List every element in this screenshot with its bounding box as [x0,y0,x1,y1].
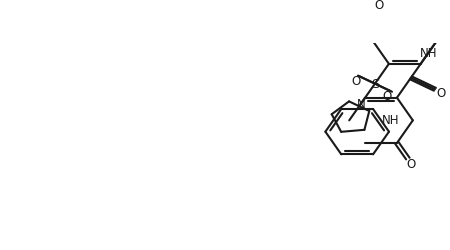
Text: O: O [436,86,446,99]
Text: O: O [374,0,384,12]
Text: O: O [352,75,361,88]
Text: O: O [407,158,416,170]
Text: N: N [357,98,365,110]
Text: S: S [371,78,379,91]
Text: NH: NH [420,47,437,60]
Text: O: O [383,90,392,102]
Text: NH: NH [382,114,399,126]
